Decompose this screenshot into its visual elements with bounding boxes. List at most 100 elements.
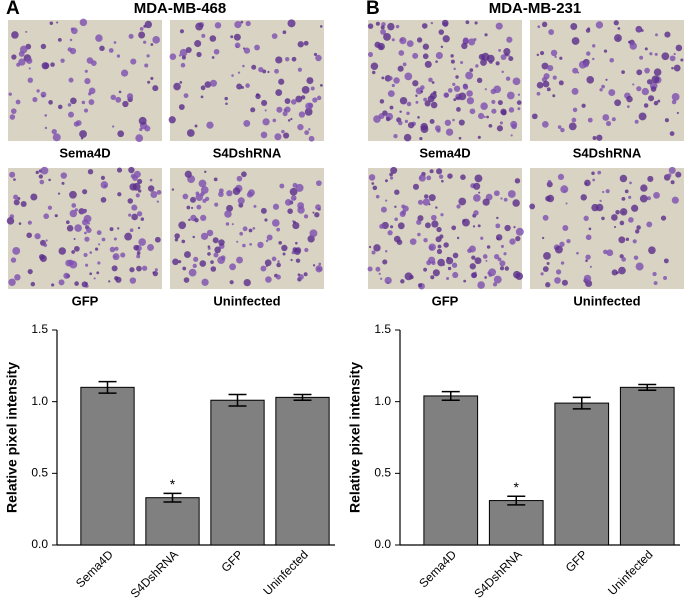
error-bar <box>293 393 312 401</box>
cell <box>301 85 310 94</box>
cell <box>437 258 445 267</box>
cell <box>505 76 511 81</box>
cell <box>282 30 287 35</box>
cell <box>232 187 241 196</box>
cell <box>312 264 316 267</box>
cell <box>453 98 457 102</box>
cell <box>379 224 385 229</box>
cell <box>295 241 298 245</box>
cell <box>646 221 653 228</box>
cell <box>50 62 55 67</box>
cell <box>602 114 610 121</box>
cell <box>370 62 379 70</box>
cell <box>256 93 260 97</box>
cell <box>493 275 502 284</box>
cell <box>458 136 462 140</box>
cell <box>226 190 233 197</box>
cell <box>133 244 140 251</box>
cell <box>271 256 277 262</box>
cell <box>626 95 633 103</box>
cell <box>609 58 615 63</box>
cell <box>214 202 219 207</box>
cell <box>281 244 288 252</box>
cell <box>183 93 189 99</box>
cell <box>426 175 432 181</box>
cell <box>180 62 186 68</box>
cell <box>109 227 114 232</box>
cell <box>447 266 452 271</box>
cell <box>71 250 76 254</box>
cell <box>179 29 185 34</box>
cell <box>275 89 283 97</box>
cell <box>508 107 515 113</box>
cell <box>137 226 141 230</box>
cell <box>422 198 430 206</box>
micrograph-bg <box>530 168 684 289</box>
cell <box>138 238 147 246</box>
cell <box>152 85 159 92</box>
cell <box>181 239 186 244</box>
cell <box>283 132 290 139</box>
cell <box>237 71 241 74</box>
cell <box>618 236 626 244</box>
cell <box>13 194 19 200</box>
cell <box>406 111 410 116</box>
cell <box>87 222 91 225</box>
cell <box>74 224 82 232</box>
cell <box>395 24 400 29</box>
cell <box>11 54 17 60</box>
cell <box>417 116 420 119</box>
micrograph <box>367 166 524 290</box>
cell <box>541 62 549 70</box>
cell <box>73 238 76 241</box>
cell <box>403 133 412 142</box>
cell <box>174 238 179 242</box>
cell <box>79 130 87 138</box>
micrograph <box>367 19 522 142</box>
cell <box>619 220 625 226</box>
cell <box>111 265 118 272</box>
cell <box>438 29 445 35</box>
cell <box>81 281 88 288</box>
cell <box>260 131 268 139</box>
cell <box>633 255 639 260</box>
cell <box>651 75 660 84</box>
cell <box>465 71 474 80</box>
error-bar <box>163 492 182 503</box>
cell <box>484 276 487 279</box>
cell <box>278 241 282 245</box>
cell <box>547 64 554 72</box>
cell <box>516 100 522 105</box>
cell <box>641 87 649 96</box>
cell <box>462 37 469 44</box>
cell <box>36 89 40 93</box>
cell <box>675 171 682 178</box>
cell <box>469 263 476 270</box>
cell <box>500 244 505 248</box>
cell <box>200 232 209 240</box>
cell <box>504 224 511 232</box>
cell <box>638 112 647 121</box>
cell <box>486 245 491 249</box>
cell <box>669 131 675 136</box>
cell <box>466 90 473 97</box>
cell <box>318 262 322 266</box>
cell <box>138 116 147 125</box>
cell <box>560 261 565 265</box>
cell <box>495 22 503 30</box>
cell <box>503 48 511 56</box>
cell <box>190 196 196 203</box>
y-tick-label: 1.5 <box>31 322 48 336</box>
cell <box>440 45 444 49</box>
cell <box>570 23 578 30</box>
cell <box>218 188 224 194</box>
cell <box>418 283 423 288</box>
cell <box>399 210 406 218</box>
cell <box>267 70 270 74</box>
cell <box>420 85 425 90</box>
cell <box>298 111 306 118</box>
cell <box>495 234 503 241</box>
cell <box>224 96 228 101</box>
cell <box>206 229 214 237</box>
cell <box>9 171 16 178</box>
